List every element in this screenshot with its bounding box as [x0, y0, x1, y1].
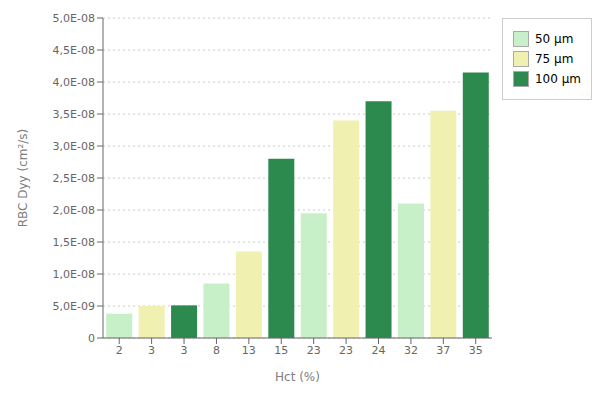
svg-text:8: 8 — [213, 344, 220, 357]
svg-text:3: 3 — [148, 344, 155, 357]
svg-text:23: 23 — [307, 344, 321, 357]
svg-text:2,5E-08: 2,5E-08 — [53, 172, 95, 185]
svg-text:15: 15 — [274, 344, 288, 357]
html-text:75 μm: 75 μm — [535, 52, 574, 66]
svg-text:RBC Dyy (cm²/s): RBC Dyy (cm²/s) — [16, 129, 30, 228]
svg-text:4,5E-08: 4,5E-08 — [53, 44, 95, 57]
svg-text:1,5E-08: 1,5E-08 — [53, 236, 95, 249]
svg-text:3: 3 — [181, 344, 188, 357]
svg-text:5,0E-09: 5,0E-09 — [53, 300, 95, 313]
html-text:100 μm: 100 μm — [535, 72, 581, 86]
svg-text:3,5E-08: 3,5E-08 — [53, 108, 95, 121]
svg-text:4,0E-08: 4,0E-08 — [53, 76, 95, 89]
svg-text:23: 23 — [339, 344, 353, 357]
html-text:50 μm: 50 μm — [535, 32, 574, 46]
svg-text:1,0E-08: 1,0E-08 — [53, 268, 95, 281]
svg-text:Hct (%): Hct (%) — [275, 370, 320, 384]
svg-text:3,0E-08: 3,0E-08 — [53, 140, 95, 153]
svg-text:0: 0 — [88, 332, 95, 345]
svg-text:32: 32 — [404, 344, 418, 357]
svg-text:24: 24 — [372, 344, 386, 357]
svg-text:37: 37 — [436, 344, 450, 357]
svg-text:2,0E-08: 2,0E-08 — [53, 204, 95, 217]
svg-text:13: 13 — [242, 344, 256, 357]
svg-text:35: 35 — [469, 344, 483, 357]
svg-text:5,0E-08: 5,0E-08 — [53, 12, 95, 25]
svg-text:2: 2 — [116, 344, 123, 357]
